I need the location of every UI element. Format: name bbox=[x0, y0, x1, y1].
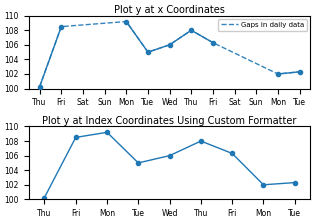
Gaps in daily data bbox=[276, 73, 280, 75]
Gaps in daily data bbox=[60, 25, 63, 28]
Gaps in daily data bbox=[211, 41, 215, 44]
Title: Plot y at x Coordinates: Plot y at x Coordinates bbox=[114, 5, 225, 15]
Title: Plot y at Index Coordinates Using Custom Formatter: Plot y at Index Coordinates Using Custom… bbox=[43, 116, 297, 126]
Gaps in daily data bbox=[298, 71, 301, 73]
Gaps in daily data bbox=[38, 85, 42, 88]
Legend: Gaps in daily data: Gaps in daily data bbox=[218, 19, 307, 31]
Line: Gaps in daily data: Gaps in daily data bbox=[40, 22, 300, 87]
Gaps in daily data bbox=[189, 29, 193, 32]
Gaps in daily data bbox=[146, 51, 150, 54]
Gaps in daily data bbox=[168, 43, 172, 46]
Gaps in daily data bbox=[124, 20, 128, 23]
